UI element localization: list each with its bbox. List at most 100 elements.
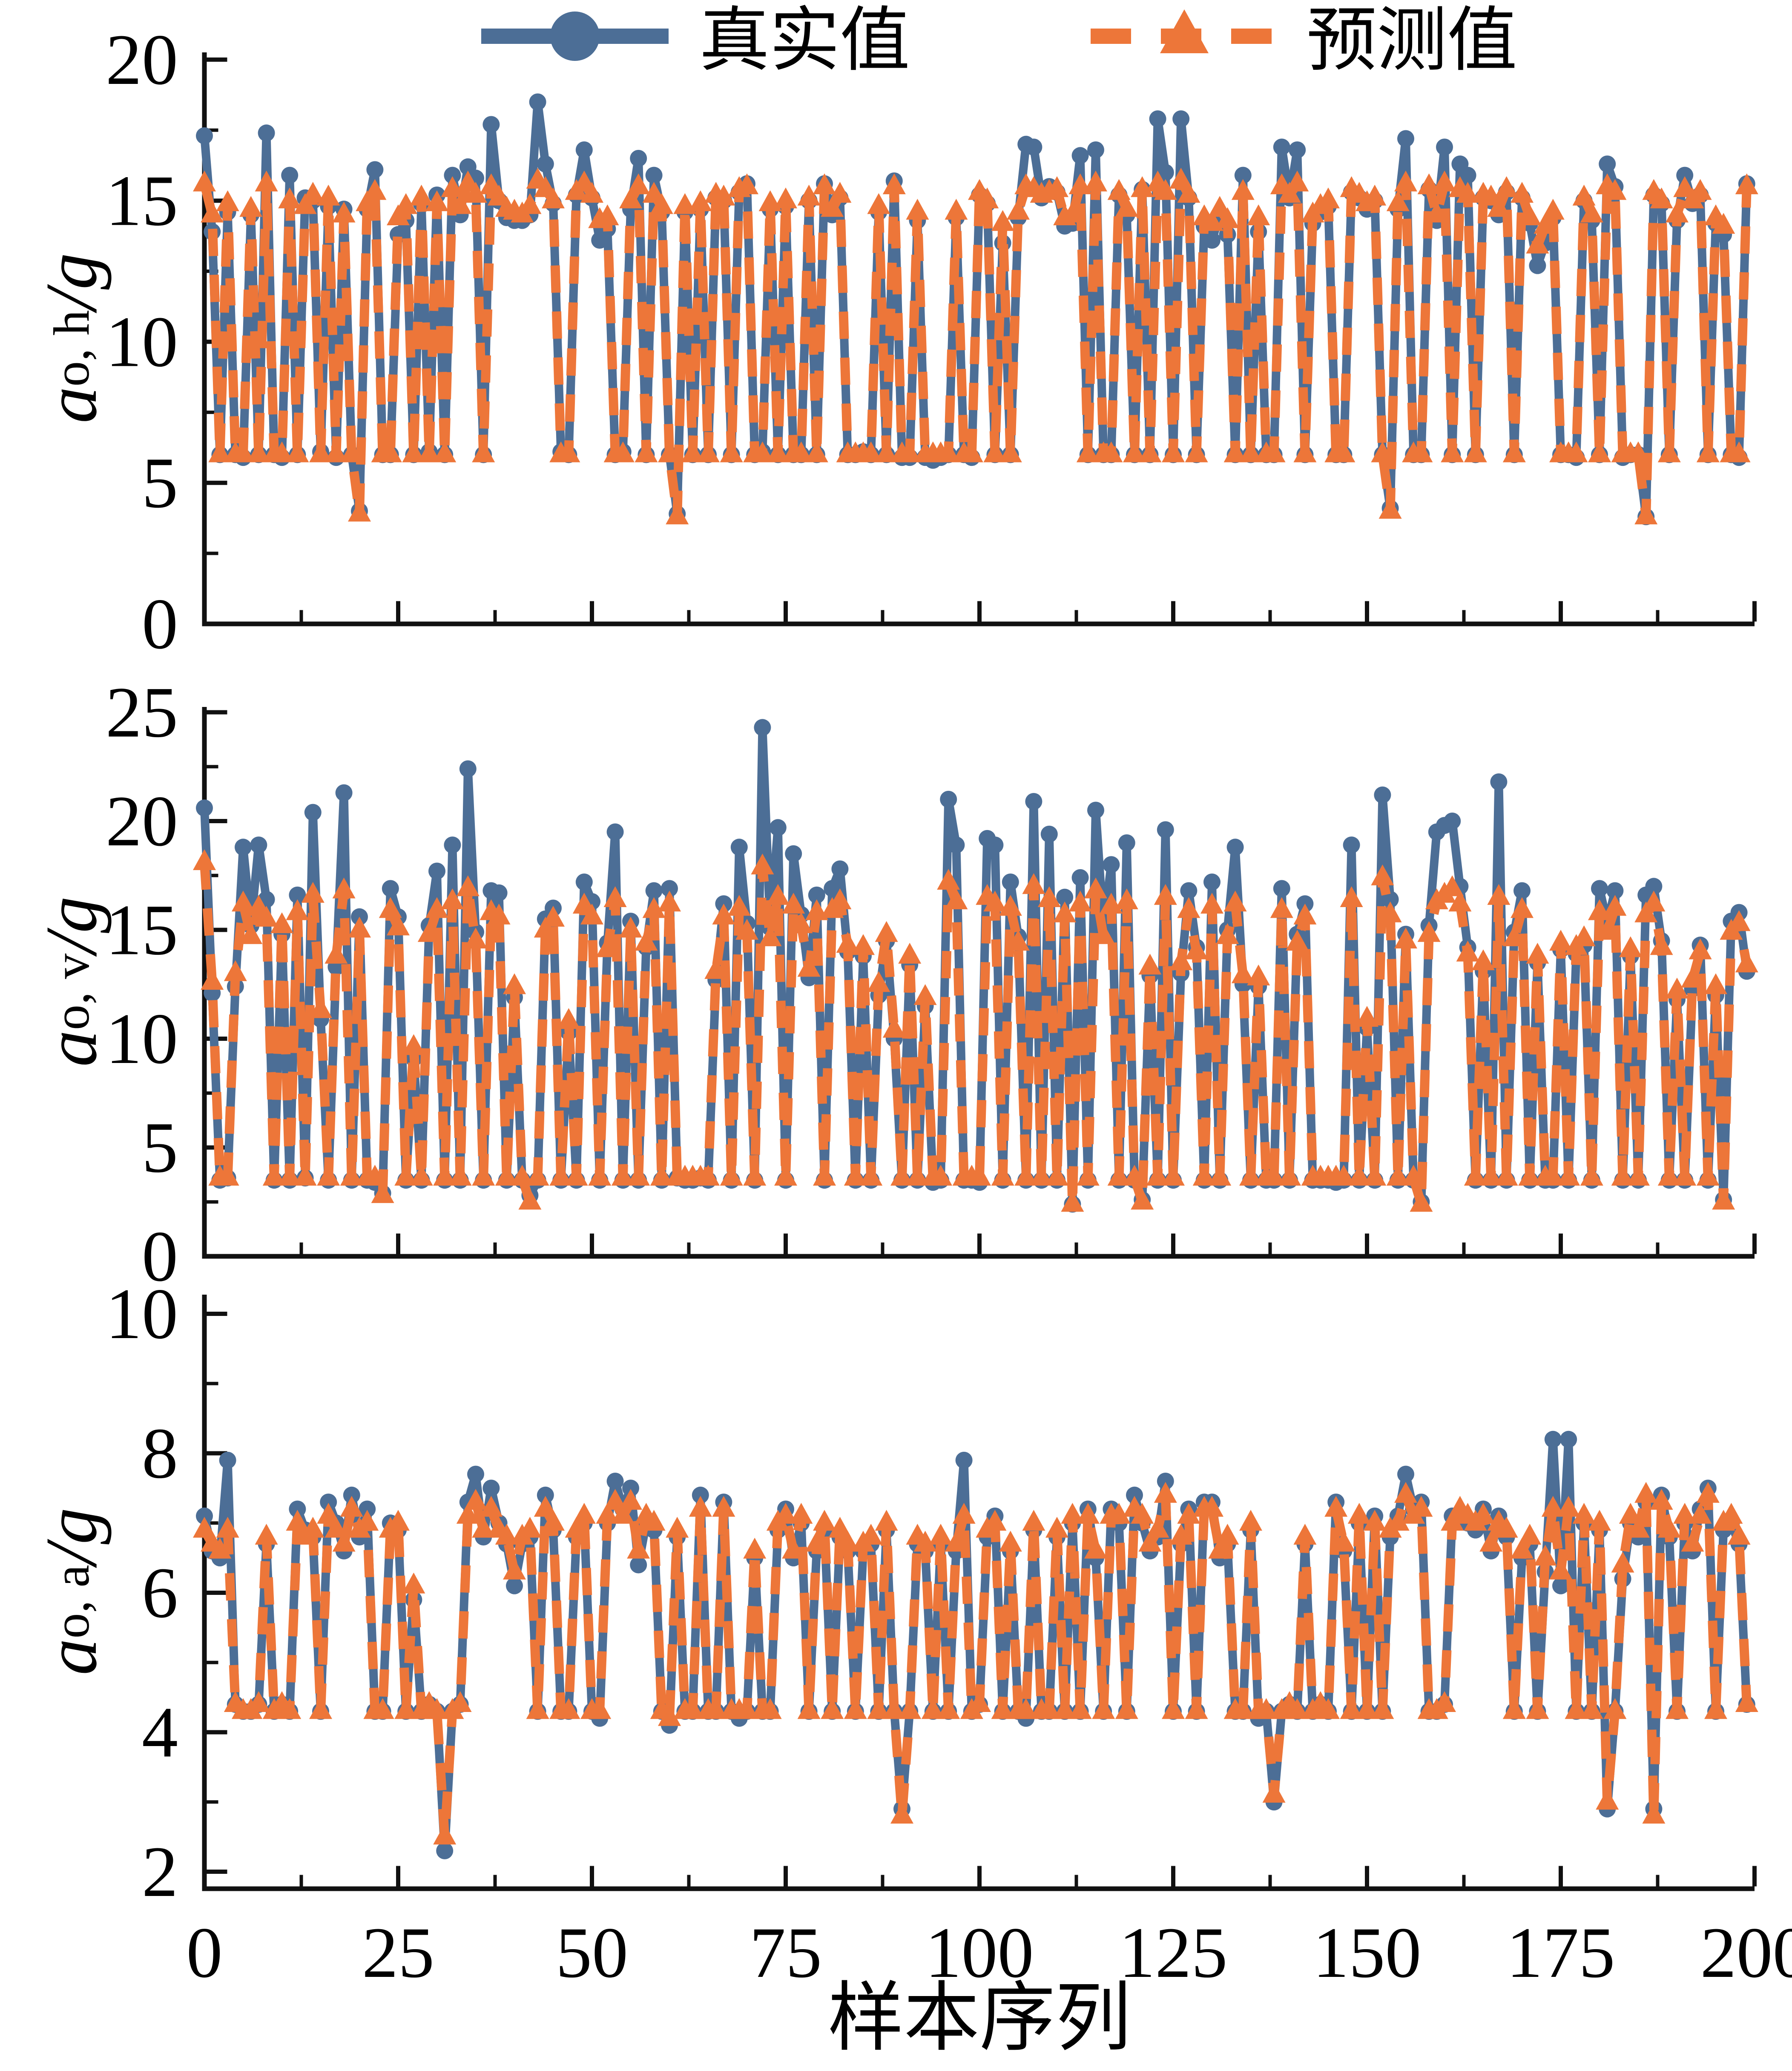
data-point-triangle [1534,1545,1557,1566]
data-point-triangle [1565,1698,1588,1719]
data-point-triangle [332,1531,356,1552]
data-point-circle [196,127,213,144]
data-point-triangle [1084,877,1107,899]
data-point-triangle [1619,936,1642,957]
y-tick-label: 10 [106,999,178,1079]
data-point-triangle [1727,441,1751,462]
data-point-triangle [472,441,495,462]
data-point-triangle [1138,954,1162,975]
data-point-triangle [1286,1698,1309,1719]
y-tick-label: 8 [142,1413,178,1494]
data-point-triangle [417,441,441,462]
data-point-triangle [1689,1502,1712,1524]
data-point-triangle [1247,204,1270,225]
data-point-triangle [1557,1496,1580,1517]
data-point-triangle [371,1182,394,1203]
data-point-triangle [1278,1165,1301,1186]
ylabel-var: a [31,386,112,423]
data-point-triangle [627,1537,650,1559]
data-point-triangle [1386,1510,1410,1531]
data-point-triangle [1495,176,1518,197]
data-point-triangle [790,441,813,462]
data-point-triangle [1681,1531,1704,1552]
data-point-triangle [1720,1502,1743,1524]
data-point-triangle [1650,934,1673,955]
data-point-triangle [301,182,325,203]
data-point-triangle [580,182,603,203]
data-point-circle [785,845,802,862]
data-point-triangle [1402,1165,1425,1186]
data-point-triangle [588,1698,612,1719]
data-point-triangle [1363,1510,1387,1531]
data-point-circle [824,880,841,897]
data-point-triangle [1495,1165,1518,1186]
data-point-triangle [1340,886,1363,907]
data-point-triangle [1410,1191,1433,1212]
data-point-circle [630,1556,647,1574]
x-tick-label: 200 [1700,1913,1792,1993]
data-point-triangle [1371,864,1394,885]
data-point-triangle [1216,1524,1239,1545]
data-point-circle [575,141,593,158]
data-point-triangle [867,193,890,214]
data-point-triangle [255,170,278,192]
data-point-circle [366,161,384,178]
data-point-triangle [1076,1165,1100,1186]
data-point-triangle [332,201,356,223]
data-point-triangle [596,1502,619,1524]
data-point-triangle [1045,1517,1068,1538]
data-point-triangle [1068,890,1092,912]
data-point-triangle [394,1165,418,1186]
data-point-triangle [1735,951,1758,973]
y-axis-title-subplot3: a o, a/g [16,1379,127,1804]
data-point-circle [1273,880,1290,897]
data-point-triangle [472,1517,495,1538]
data-point-triangle [1580,1698,1603,1719]
data-point-triangle [379,897,402,918]
data-point-triangle [666,503,689,525]
data-point-circle [808,886,825,904]
data-point-triangle [1293,441,1317,462]
data-point-triangle [704,958,728,979]
data-point-triangle [596,204,619,225]
data-point-triangle [681,441,704,462]
data-point-triangle [1704,1698,1727,1719]
data-point-triangle [859,1524,883,1545]
data-point-triangle [1425,201,1448,223]
data-point-triangle [425,190,448,211]
data-point-triangle [1107,1502,1131,1524]
data-point-circle [444,836,461,854]
data-point-triangle [433,441,457,462]
data-point-triangle [1565,441,1588,462]
data-point-triangle [348,500,371,522]
data-point-triangle [1022,873,1045,894]
data-point-triangle [340,441,363,462]
data-point-triangle [1603,895,1627,916]
data-point-circle [1676,167,1694,184]
data-point-circle [250,836,267,854]
data-point-triangle [619,1489,642,1510]
data-point-triangle [1441,1510,1464,1531]
data-point-triangle [534,1496,557,1517]
data-point-triangle [875,921,898,942]
y-tick-label: 20 [106,781,178,861]
data-point-triangle [1456,182,1479,203]
data-point-triangle [518,1517,542,1538]
x-tick-label: 50 [556,1913,628,1993]
x-tick-label: 0 [187,1913,223,1993]
data-point-circle [1149,110,1166,128]
data-point-triangle [704,1698,728,1719]
data-point-triangle [983,890,1007,912]
data-point-triangle [751,853,774,875]
data-point-triangle [1107,179,1131,200]
data-point-triangle [232,890,255,912]
data-point-triangle [1572,1502,1596,1524]
data-point-triangle [689,190,712,211]
data-point-circle [1157,1473,1174,1490]
data-point-triangle [1619,1502,1642,1524]
data-point-triangle [1262,1781,1286,1803]
data-point-triangle [952,1502,976,1524]
data-point-triangle [1666,201,1689,223]
data-point-triangle [456,875,480,896]
data-point-triangle [898,1698,922,1719]
